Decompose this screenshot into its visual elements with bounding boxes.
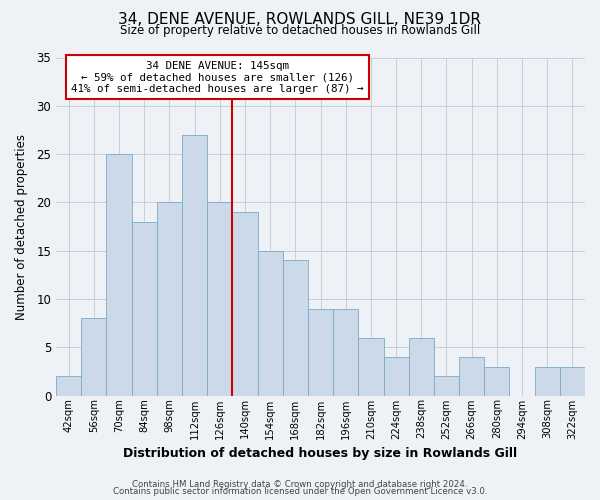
Text: Size of property relative to detached houses in Rowlands Gill: Size of property relative to detached ho… <box>120 24 480 37</box>
Bar <box>308 308 333 396</box>
Bar <box>232 212 257 396</box>
Bar <box>257 250 283 396</box>
Bar <box>283 260 308 396</box>
Bar <box>333 308 358 396</box>
Bar <box>131 222 157 396</box>
Bar <box>434 376 459 396</box>
Bar <box>535 366 560 396</box>
Text: 34 DENE AVENUE: 145sqm
← 59% of detached houses are smaller (126)
41% of semi-de: 34 DENE AVENUE: 145sqm ← 59% of detached… <box>71 61 364 94</box>
Bar <box>459 357 484 396</box>
Bar <box>207 202 232 396</box>
Bar <box>409 338 434 396</box>
Bar <box>560 366 585 396</box>
Bar <box>383 357 409 396</box>
Bar <box>358 338 383 396</box>
Bar <box>81 318 106 396</box>
Text: Contains public sector information licensed under the Open Government Licence v3: Contains public sector information licen… <box>113 487 487 496</box>
Text: 34, DENE AVENUE, ROWLANDS GILL, NE39 1DR: 34, DENE AVENUE, ROWLANDS GILL, NE39 1DR <box>119 12 482 28</box>
Bar <box>484 366 509 396</box>
Bar <box>157 202 182 396</box>
Text: Contains HM Land Registry data © Crown copyright and database right 2024.: Contains HM Land Registry data © Crown c… <box>132 480 468 489</box>
Bar <box>182 135 207 396</box>
Bar <box>106 154 131 396</box>
X-axis label: Distribution of detached houses by size in Rowlands Gill: Distribution of detached houses by size … <box>124 447 518 460</box>
Y-axis label: Number of detached properties: Number of detached properties <box>15 134 28 320</box>
Bar <box>56 376 81 396</box>
